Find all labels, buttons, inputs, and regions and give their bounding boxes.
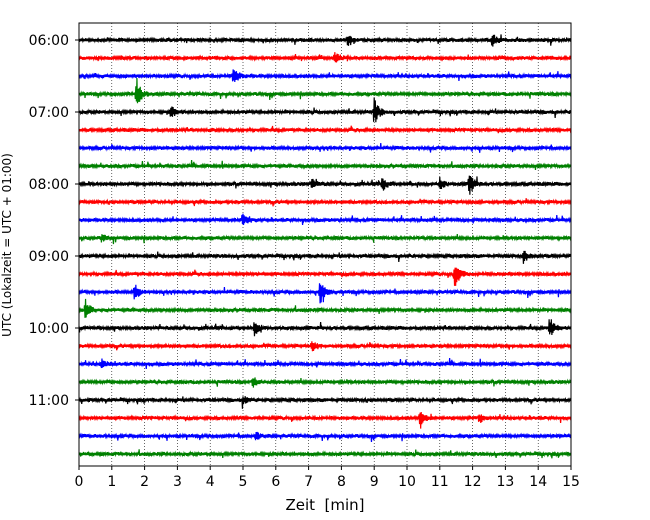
trace-line bbox=[78, 233, 572, 245]
trace-line bbox=[78, 198, 572, 207]
trace-line bbox=[78, 298, 572, 318]
x-tick-label: 2 bbox=[140, 474, 149, 490]
trace-line bbox=[78, 175, 572, 195]
trace-line bbox=[78, 34, 572, 47]
y-axis-ticks: 06:00 07:00 08:00 09:00 10:00 11:00 bbox=[29, 33, 79, 409]
trace-line bbox=[78, 396, 572, 409]
x-tick-label: 8 bbox=[337, 474, 346, 490]
trace-line bbox=[78, 377, 572, 388]
trace-line bbox=[78, 250, 572, 264]
y-tick-label: 06:00 bbox=[29, 33, 69, 49]
x-tick-label: 13 bbox=[496, 474, 514, 490]
y-axis-label: UTC (Lokalzeit = UTC + 01:00) bbox=[0, 153, 14, 337]
x-tick-label: 9 bbox=[370, 474, 379, 490]
x-axis-ticks: 0 1 2 3 4 5 6 7 8 9 10 11 12 13 14 15 bbox=[75, 466, 580, 490]
trace-line bbox=[78, 319, 572, 337]
x-tick-label: 15 bbox=[562, 474, 580, 490]
x-tick-label: 4 bbox=[206, 474, 215, 490]
trace-line bbox=[78, 78, 572, 104]
plot-frame bbox=[78, 22, 572, 467]
trace-line bbox=[78, 160, 572, 171]
trace-line bbox=[78, 412, 572, 429]
trace-line bbox=[78, 69, 572, 82]
y-tick-label: 11:00 bbox=[29, 393, 69, 409]
x-tick-label: 6 bbox=[271, 474, 280, 490]
trace-line bbox=[78, 97, 572, 123]
plot-background bbox=[79, 23, 571, 466]
trace-line bbox=[78, 143, 572, 153]
x-axis-label: Zeit [min] bbox=[285, 496, 364, 514]
trace-line bbox=[78, 358, 572, 369]
x-tick-label: 1 bbox=[107, 474, 116, 490]
seismogram-traces bbox=[78, 34, 572, 459]
x-tick-label: 7 bbox=[304, 474, 313, 490]
trace-line bbox=[78, 449, 572, 459]
y-tick-label: 08:00 bbox=[29, 177, 69, 193]
y-tick-label: 10:00 bbox=[29, 321, 69, 337]
x-tick-label: 11 bbox=[431, 474, 449, 490]
trace-line bbox=[78, 52, 572, 63]
y-tick-label: 09:00 bbox=[29, 249, 69, 265]
trace-line bbox=[78, 283, 572, 304]
x-tick-label: 5 bbox=[239, 474, 248, 490]
trace-line bbox=[78, 213, 572, 226]
x-tick-label: 0 bbox=[75, 474, 84, 490]
x-tick-label: 12 bbox=[464, 474, 482, 490]
y-tick-label: 07:00 bbox=[29, 105, 69, 121]
x-tick-label: 10 bbox=[398, 474, 416, 490]
trace-line bbox=[78, 267, 572, 286]
vertical-grid bbox=[111, 23, 539, 466]
trace-line bbox=[78, 341, 572, 352]
x-tick-label: 14 bbox=[529, 474, 547, 490]
trace-line bbox=[78, 431, 572, 442]
trace-line bbox=[78, 125, 572, 134]
x-tick-label: 3 bbox=[173, 474, 182, 490]
